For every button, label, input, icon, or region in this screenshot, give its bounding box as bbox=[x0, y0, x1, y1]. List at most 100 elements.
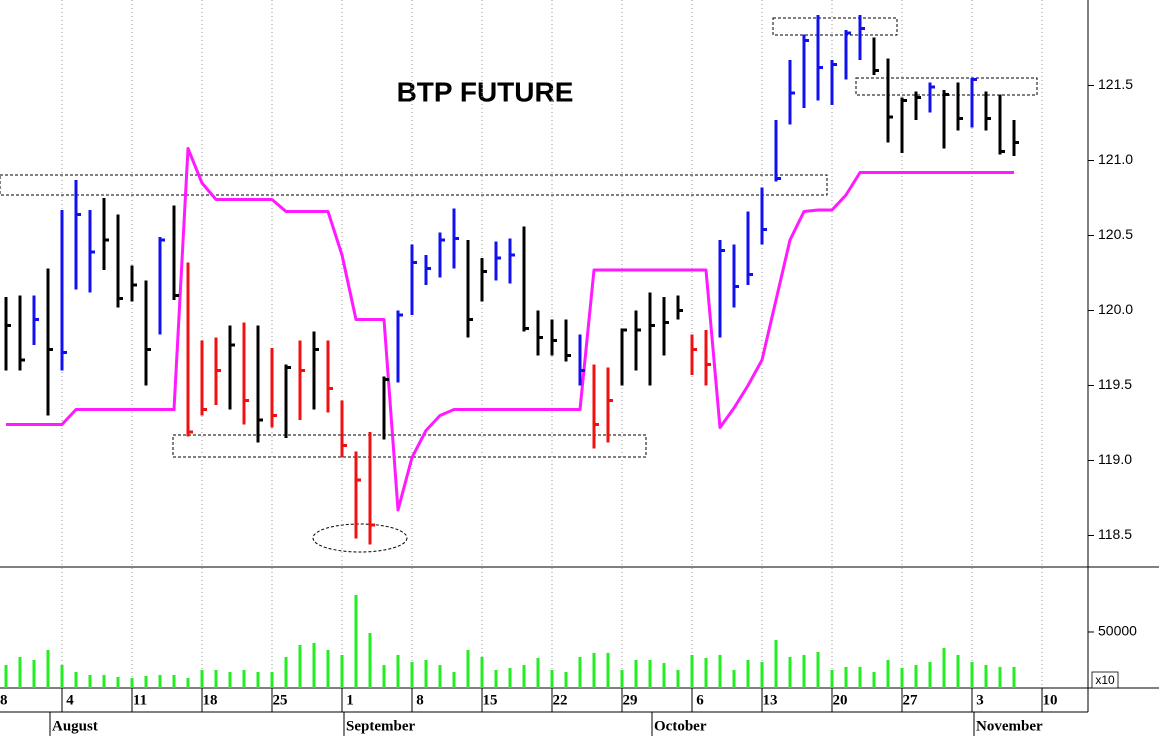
support-box bbox=[172, 434, 647, 458]
volume-bar bbox=[550, 669, 554, 688]
volume-bar bbox=[998, 666, 1002, 688]
volume-bar bbox=[830, 669, 834, 688]
month-label: August bbox=[52, 718, 98, 734]
volume-bar bbox=[396, 654, 400, 688]
month-label: October bbox=[654, 718, 707, 734]
volume-bar bbox=[928, 662, 932, 688]
volume-bar bbox=[354, 595, 358, 688]
volume-bar bbox=[774, 639, 778, 688]
volume-bar bbox=[704, 657, 708, 688]
x-tick-label: 3 bbox=[976, 692, 984, 708]
volume-bar bbox=[256, 671, 260, 688]
x-tick-label: 20 bbox=[833, 692, 848, 708]
x-tick-label: 8 bbox=[416, 692, 424, 708]
volume-bar bbox=[536, 657, 540, 688]
volume-bar bbox=[690, 654, 694, 688]
volume-bar bbox=[732, 669, 736, 688]
volume-bar bbox=[4, 665, 8, 688]
volume-bar bbox=[200, 669, 204, 688]
volume-bar bbox=[228, 671, 232, 688]
volume-y-tick-label: 50000 bbox=[1098, 623, 1137, 639]
x-tick-label: 10 bbox=[1043, 692, 1058, 708]
volume-bar bbox=[746, 659, 750, 688]
volume-bar bbox=[634, 659, 638, 688]
volume-bar bbox=[578, 656, 582, 688]
volume-bar bbox=[158, 675, 162, 688]
month-label: November bbox=[976, 718, 1043, 734]
volume-bar bbox=[144, 676, 148, 688]
volume-bar bbox=[480, 656, 484, 688]
volume-bar bbox=[312, 642, 316, 688]
stop-line bbox=[6, 147, 1014, 512]
volume-bar bbox=[32, 659, 36, 688]
x-tick-label: 1 bbox=[346, 692, 354, 708]
volume-bar bbox=[718, 654, 722, 688]
y-tick-label: 119.0 bbox=[1098, 451, 1132, 467]
x-tick-label: 18 bbox=[203, 692, 218, 708]
volume-bar bbox=[760, 662, 764, 688]
volume-bar bbox=[410, 662, 414, 688]
volume-bar bbox=[802, 654, 806, 688]
volume-bar bbox=[956, 654, 960, 688]
volume-bar bbox=[18, 656, 22, 688]
volume-bar bbox=[970, 662, 974, 688]
volume-bar bbox=[116, 677, 120, 688]
volume-bar bbox=[508, 667, 512, 688]
volume-bar bbox=[298, 644, 302, 688]
volume-multiplier: x10 bbox=[1095, 673, 1115, 687]
volume-bar bbox=[900, 667, 904, 688]
volume-bar bbox=[382, 665, 386, 688]
x-tick-label: 11 bbox=[133, 692, 147, 708]
y-tick-label: 120.0 bbox=[1098, 301, 1133, 317]
volume-bar bbox=[340, 654, 344, 688]
y-tick-label: 118.5 bbox=[1098, 526, 1132, 542]
volume-bar bbox=[46, 650, 50, 688]
y-tick-label: 120.5 bbox=[1098, 226, 1133, 242]
x-tick-label: 27 bbox=[903, 692, 919, 708]
volume-bar bbox=[816, 652, 820, 688]
volume-bar bbox=[844, 666, 848, 688]
level-box bbox=[855, 77, 1038, 96]
volume-bar bbox=[564, 671, 568, 688]
y-tick-label: 121.5 bbox=[1098, 76, 1133, 92]
resistance-box bbox=[0, 174, 828, 196]
volume-bar bbox=[130, 678, 134, 688]
volume-bar bbox=[466, 650, 470, 688]
y-tick-label: 121.0 bbox=[1098, 151, 1133, 167]
volume-bar bbox=[522, 665, 526, 688]
volume-bar bbox=[424, 659, 428, 688]
volume-bar bbox=[494, 669, 498, 688]
volume-bar bbox=[872, 671, 876, 688]
volume-bar bbox=[648, 659, 652, 688]
top-box bbox=[772, 17, 898, 36]
y-tick-label: 119.5 bbox=[1098, 376, 1132, 392]
volume-bar bbox=[186, 678, 190, 688]
volume-bar bbox=[452, 671, 456, 688]
x-tick-label: 4 bbox=[66, 692, 74, 708]
x-tick-label: 22 bbox=[553, 692, 568, 708]
volume-bar bbox=[284, 656, 288, 688]
volume-bar bbox=[606, 652, 610, 688]
x-tick-label: 29 bbox=[623, 692, 638, 708]
multiplier-box bbox=[1091, 671, 1119, 689]
month-label: September bbox=[346, 718, 415, 734]
x-tick-label: 15 bbox=[483, 692, 498, 708]
volume-bar bbox=[858, 666, 862, 688]
volume-bar bbox=[620, 669, 624, 688]
volume-bar bbox=[662, 663, 666, 688]
volume-bar bbox=[214, 669, 218, 688]
volume-bar bbox=[942, 648, 946, 688]
volume-bar bbox=[886, 659, 890, 688]
volume-bar bbox=[102, 675, 106, 688]
volume-bar bbox=[914, 665, 918, 688]
chart-title: BTP FUTURE bbox=[397, 76, 574, 107]
x-tick-label: 13 bbox=[763, 692, 778, 708]
volume-bar bbox=[172, 675, 176, 688]
x-tick-label: 25 bbox=[273, 692, 288, 708]
volume-bar bbox=[368, 632, 372, 688]
x-tick-label: 6 bbox=[696, 692, 704, 708]
volume-bar bbox=[438, 665, 442, 688]
volume-bar bbox=[788, 656, 792, 688]
volume-bar bbox=[88, 675, 92, 688]
